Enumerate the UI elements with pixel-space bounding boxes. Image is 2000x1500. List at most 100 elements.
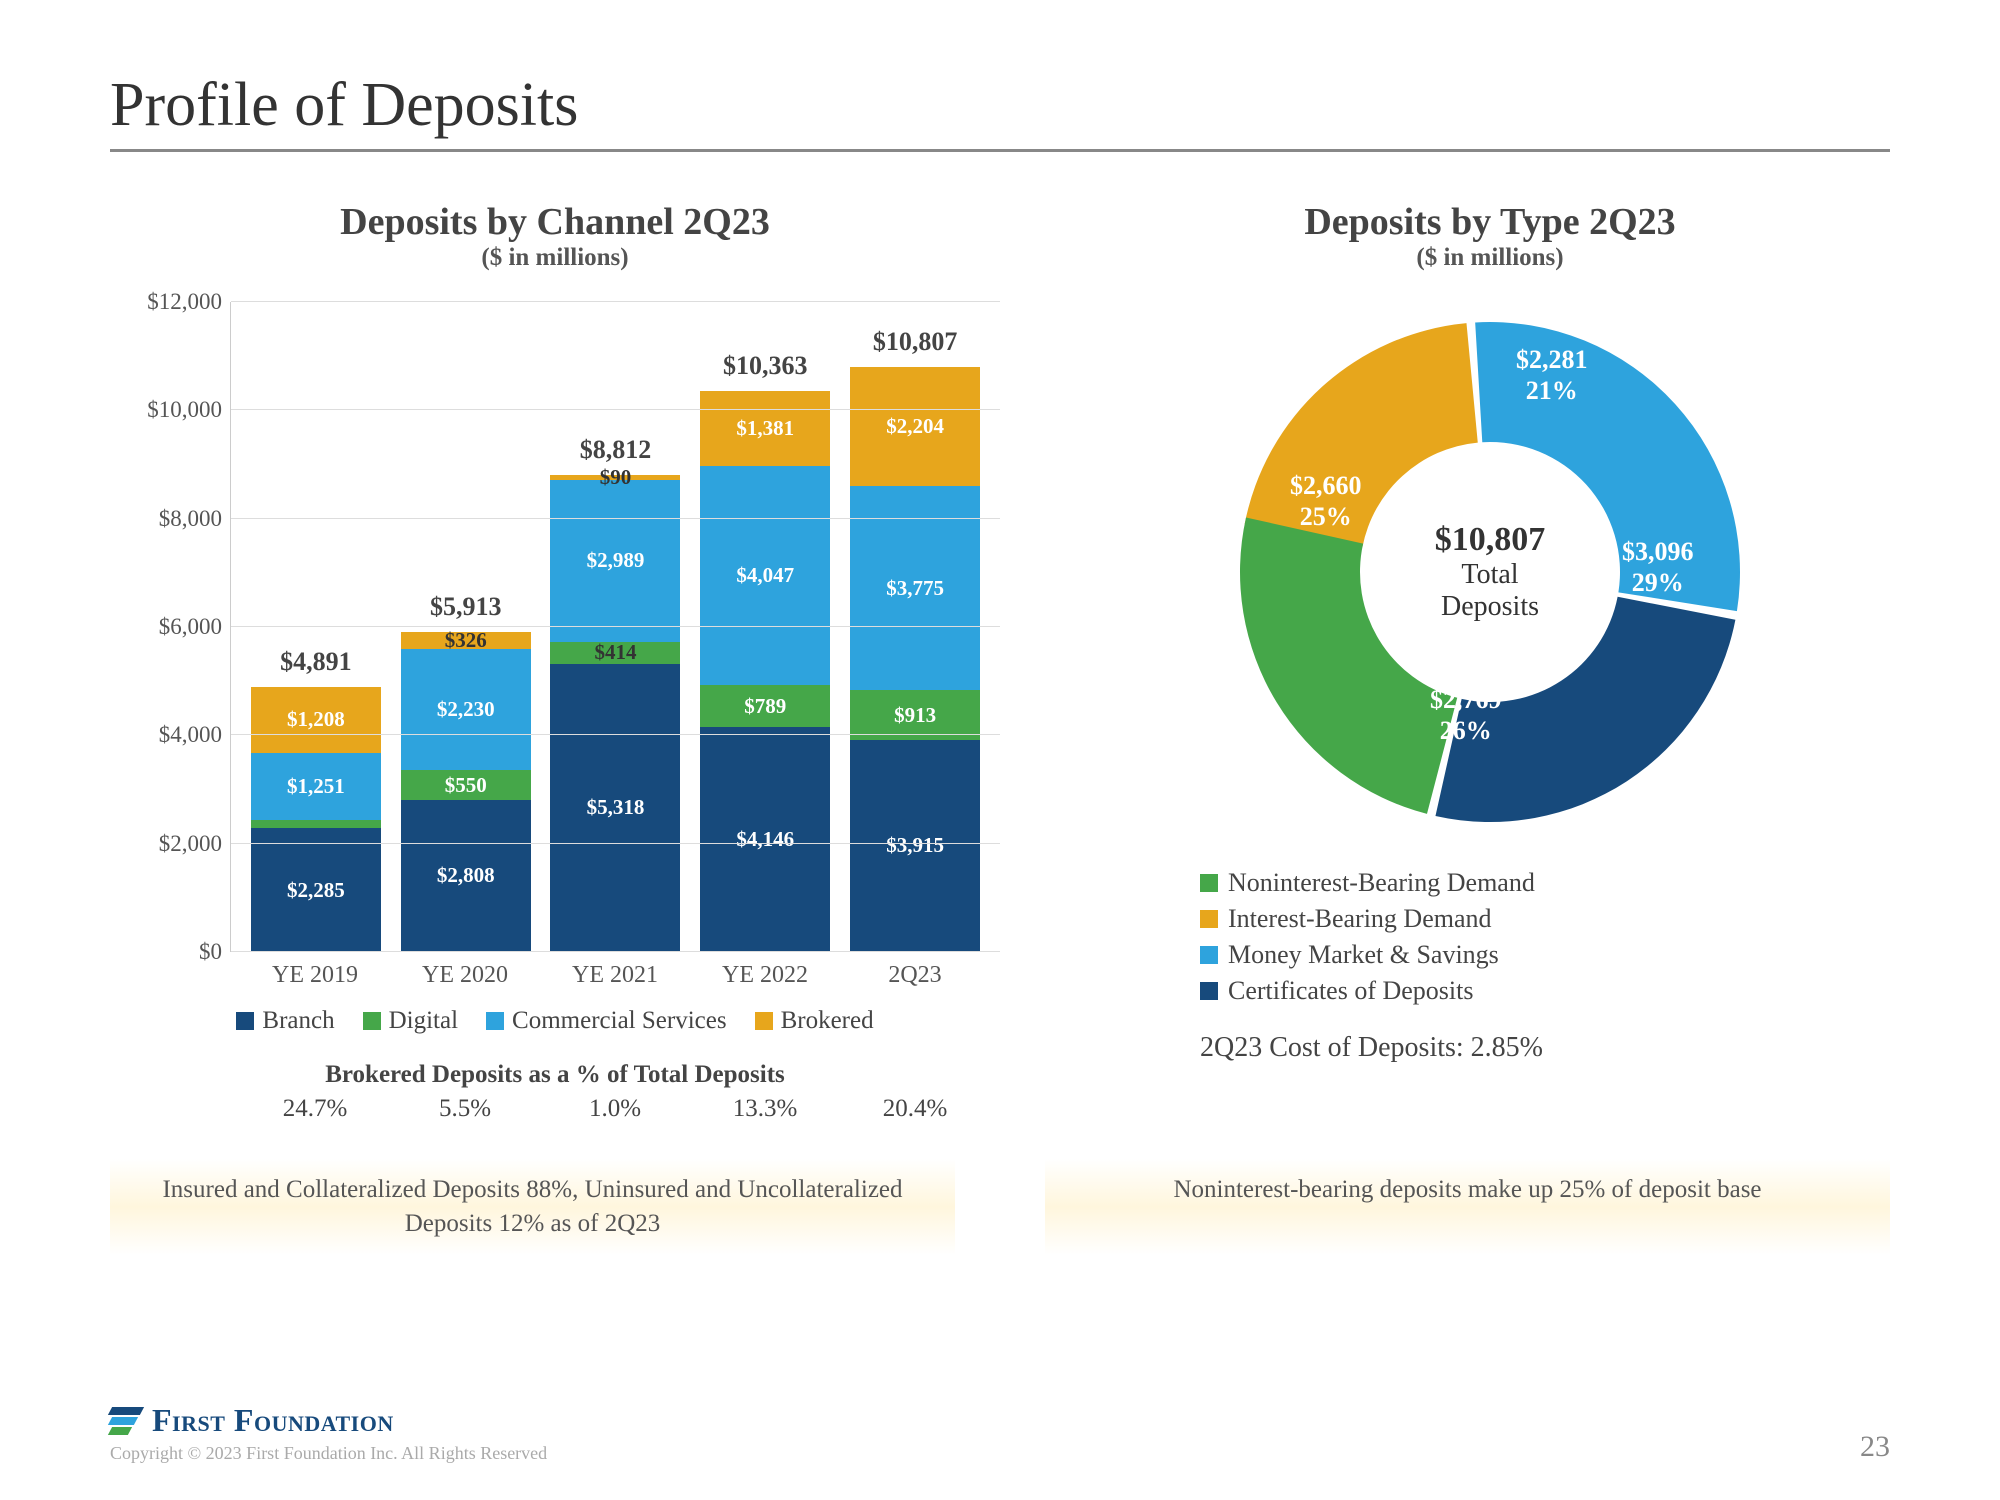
brokered-pct-value: 20.4% xyxy=(840,1095,990,1123)
bar-total-label: $4,891 xyxy=(280,647,352,677)
bar-chart: $0$2,000$4,000$6,000$8,000$10,000$12,000… xyxy=(110,302,1000,952)
legend-label: Brokered xyxy=(781,1007,874,1035)
bar-group: $10,807 $3,915 $913$3,775 $2,204 xyxy=(840,302,990,952)
y-tick: $0 xyxy=(199,939,222,965)
gridline xyxy=(231,951,1000,952)
bar-segment-label: $5,318 xyxy=(587,795,645,820)
bar-segment-digital: $913 xyxy=(850,690,980,739)
bar-total-label: $10,807 xyxy=(873,327,958,357)
donut-legend: Noninterest-Bearing Demand Interest-Beari… xyxy=(1200,868,1890,1006)
bar-segment-label: $2,230 xyxy=(437,697,495,722)
bar-segment-label: $2,989 xyxy=(587,548,645,573)
donut-chart: $10,807 Total Deposits $2,66025%$2,28121… xyxy=(1220,302,1760,842)
gridline xyxy=(231,734,1000,735)
legend-label: Interest-Bearing Demand xyxy=(1228,904,1492,934)
brokered-pct-value: 24.7% xyxy=(240,1095,390,1123)
bar-segment-label: $2,285 xyxy=(287,878,345,903)
slice-pct: 25% xyxy=(1290,501,1362,532)
donut-slice-label-noninterest: $2,66025% xyxy=(1290,470,1362,532)
slice-amount: $2,660 xyxy=(1290,470,1362,501)
brokered-pct-value: 1.0% xyxy=(540,1095,690,1123)
brokered-pct-title: Brokered Deposits as a % of Total Deposi… xyxy=(110,1061,1000,1089)
legend-swatch xyxy=(1200,982,1218,1000)
bar-segment-label: $1,208 xyxy=(287,707,345,732)
x-label: YE 2021 xyxy=(540,962,690,989)
bar-segment-commercial: $3,775 xyxy=(850,486,980,690)
bar-segment-brokered: $1,381 xyxy=(700,391,830,466)
legend-swatch xyxy=(486,1012,504,1030)
y-tick: $4,000 xyxy=(159,722,222,748)
bar-segment-digital: $789 xyxy=(700,685,830,728)
y-tick: $12,000 xyxy=(147,289,222,315)
donut-slice-label-cds: $2,76926% xyxy=(1430,684,1502,746)
bar-segment-brokered: $1,208 xyxy=(251,687,381,752)
bar-chart-legend: BranchDigitalCommercial ServicesBrokered xyxy=(110,1007,1000,1035)
slice-amount: $3,096 xyxy=(1622,536,1694,567)
brand-name: First Foundation xyxy=(152,1402,394,1439)
brokered-pct-row: 24.7%5.5%1.0%13.3%20.4% xyxy=(110,1095,1000,1123)
bar-segment-label: $1,381 xyxy=(736,416,794,441)
bar-segment-label: $2,204 xyxy=(886,414,944,439)
gridline xyxy=(231,843,1000,844)
bar-segment-label: $4,047 xyxy=(736,563,794,588)
x-axis-labels: YE 2019YE 2020YE 2021YE 20222Q23 xyxy=(110,962,1000,989)
footer: First Foundation Copyright © 2023 First … xyxy=(110,1402,547,1464)
x-label: YE 2020 xyxy=(390,962,540,989)
bar-group: $10,363$4,146$789$4,047$1,381 xyxy=(690,302,840,952)
bar-segment-digital xyxy=(251,820,381,828)
bar-segment-branch: $2,285 xyxy=(251,828,381,952)
y-tick: $2,000 xyxy=(159,831,222,857)
deposits-by-type-panel: Deposits by Type 2Q23 ($ in millions) $1… xyxy=(1090,200,1890,1123)
bar-segment-digital: $414 xyxy=(550,642,680,664)
bar-segment-brokered: $2,204 xyxy=(850,367,980,486)
x-label: YE 2022 xyxy=(690,962,840,989)
slice-pct: 21% xyxy=(1516,375,1588,406)
legend-swatch xyxy=(1200,910,1218,928)
legend-label: Certificates of Deposits xyxy=(1228,976,1474,1006)
legend-swatch xyxy=(1200,946,1218,964)
donut-center-label: Total xyxy=(1435,559,1546,591)
bar-stack: $2,808$550 $2,230 $326 xyxy=(401,632,531,952)
bar-segment-commercial: $1,251 xyxy=(251,753,381,821)
donut-slice-label-interest: $2,28121% xyxy=(1516,344,1588,406)
donut-slice-noninterest xyxy=(1240,517,1457,813)
legend-label: Noninterest-Bearing Demand xyxy=(1228,868,1535,898)
page-title: Profile of Deposits xyxy=(110,70,1890,152)
donut-center-label: Deposits xyxy=(1435,591,1546,623)
bar-segment-label: $1,251 xyxy=(287,774,345,799)
page-number: 23 xyxy=(1860,1430,1890,1464)
bar-group: $4,891 $2,285 $1,251 $1,208 xyxy=(241,302,391,952)
legend-item-brokered: Brokered xyxy=(755,1007,874,1035)
x-label: 2Q23 xyxy=(840,962,990,989)
bar-segment-label: $4,146 xyxy=(736,827,794,852)
legend-label: Digital xyxy=(389,1007,458,1035)
copyright-text: Copyright © 2023 First Foundation Inc. A… xyxy=(110,1443,547,1464)
bar-stack: $4,146 $789 $4,047 $1,381 xyxy=(700,391,830,952)
legend-swatch xyxy=(236,1012,254,1030)
legend-label: Money Market & Savings xyxy=(1228,940,1499,970)
brand-logo: First Foundation xyxy=(110,1402,547,1439)
bar-segment-branch: $5,318 xyxy=(550,664,680,952)
bar-segment-commercial: $2,230 xyxy=(401,649,531,770)
bar-total-label: $5,913 xyxy=(430,592,502,622)
legend-swatch xyxy=(755,1012,773,1030)
brokered-pct-value: 13.3% xyxy=(690,1095,840,1123)
callout-noninterest: Noninterest-bearing deposits make up 25%… xyxy=(1045,1159,1890,1255)
bar-segment-brokered: $326 xyxy=(401,632,531,650)
bar-segment-commercial: $2,989 xyxy=(550,480,680,642)
y-tick: $10,000 xyxy=(147,397,222,423)
type-legend-item-mmkt: Money Market & Savings xyxy=(1200,940,1890,970)
bar-segment-branch: $2,808 xyxy=(401,800,531,952)
legend-item-commercial: Commercial Services xyxy=(486,1007,727,1035)
bar-segment-label: $789 xyxy=(744,694,786,719)
y-tick: $8,000 xyxy=(159,506,222,532)
bar-segment-label: $3,915 xyxy=(886,833,944,858)
bar-chart-title: Deposits by Channel 2Q23 xyxy=(110,200,1000,244)
bar-segment-commercial: $4,047 xyxy=(700,466,830,685)
gridline xyxy=(231,518,1000,519)
slice-amount: $2,281 xyxy=(1516,344,1588,375)
bar-segment-label: $550 xyxy=(445,773,487,798)
donut-chart-title: Deposits by Type 2Q23 xyxy=(1090,200,1890,244)
legend-swatch xyxy=(1200,874,1218,892)
bar-segment-branch: $4,146 xyxy=(700,727,830,952)
